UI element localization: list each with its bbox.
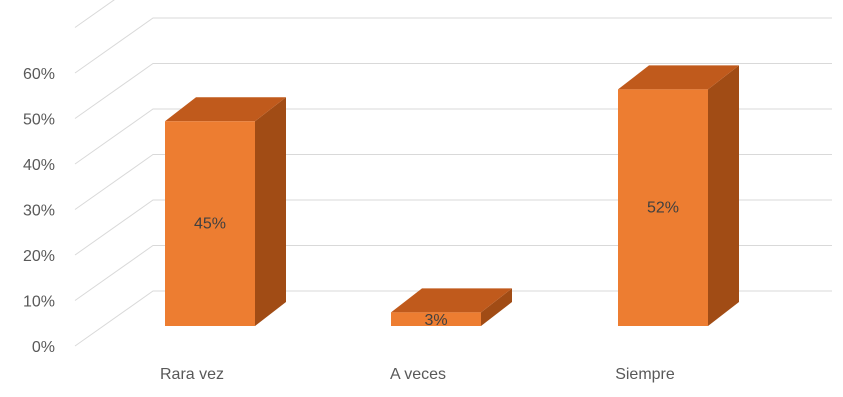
bar-top (618, 65, 739, 90)
category-label: Siempre (615, 366, 675, 383)
data-labels: 45% 3% 52% (194, 200, 679, 329)
data-label: 45% (194, 216, 226, 233)
gridline (74, 154, 832, 210)
chart-gridlines (74, 0, 832, 347)
y-tick-label: 10% (23, 294, 55, 311)
bar (618, 89, 708, 327)
bar-top (165, 97, 286, 122)
category-label: Rara vez (160, 366, 224, 383)
y-tick-label: 60% (23, 66, 55, 83)
y-tick-label: 0% (32, 339, 55, 356)
chart-bars (165, 65, 739, 327)
bar (165, 121, 255, 326)
gridline (74, 199, 832, 256)
category-label: A veces (390, 366, 446, 383)
gridline (74, 17, 832, 74)
gridline (74, 63, 832, 119)
gridline (74, 0, 115, 28)
bar-top (391, 288, 512, 313)
data-label: 3% (424, 312, 447, 329)
y-tick-label: 40% (23, 157, 55, 174)
gridline (74, 290, 832, 347)
gridline (74, 108, 832, 165)
bar (391, 312, 481, 326)
x-axis-category-labels: Rara vez A veces Siempre (160, 366, 675, 383)
data-label: 52% (647, 200, 679, 217)
gridline (74, 245, 832, 301)
y-tick-label: 20% (23, 248, 55, 265)
bar-side (255, 97, 286, 326)
y-tick-label: 50% (23, 112, 55, 129)
bar-side (708, 65, 739, 327)
y-axis-tick-labels: 0% 10% 20% 30% 40% 50% 60% (23, 66, 55, 356)
bar-side (481, 288, 512, 326)
y-tick-label: 30% (23, 203, 55, 220)
